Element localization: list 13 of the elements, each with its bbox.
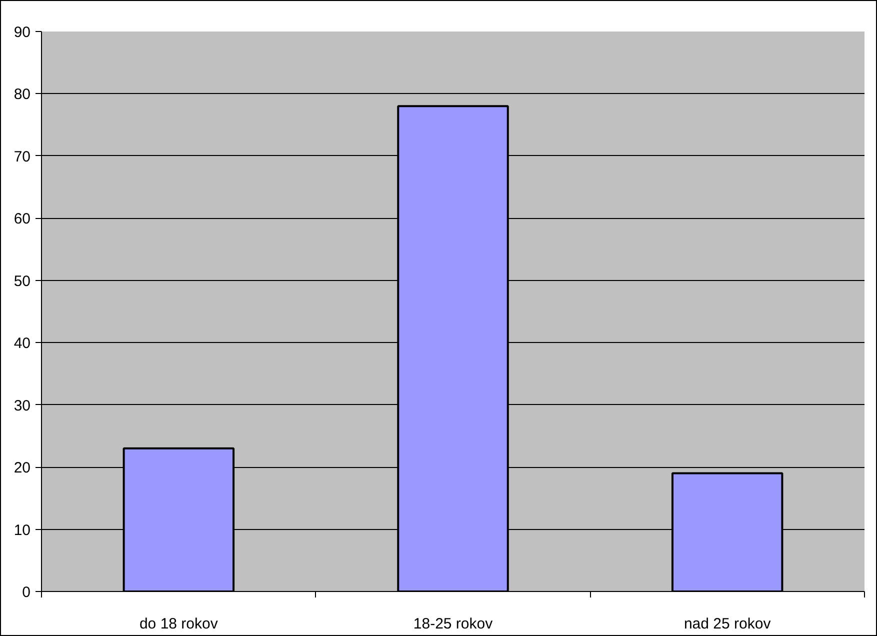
y-tick-label: 30	[14, 397, 31, 414]
y-tick-label: 70	[14, 148, 31, 166]
y-tick-label: 80	[14, 86, 31, 104]
y-tick-label: 0	[22, 584, 30, 601]
y-tick-label: 90	[14, 24, 31, 41]
y-tick-label: 60	[14, 210, 31, 228]
y-tick-label: 10	[14, 522, 31, 539]
x-tick-label: 18-25 rokov	[413, 616, 494, 632]
y-tick-label: 20	[14, 460, 31, 477]
x-tick-label: nad 25 rokov	[684, 616, 772, 632]
y-tick-label: 50	[14, 272, 31, 290]
x-tick-label: do 18 rokov	[139, 616, 218, 632]
y-tick-label: 40	[14, 335, 31, 352]
